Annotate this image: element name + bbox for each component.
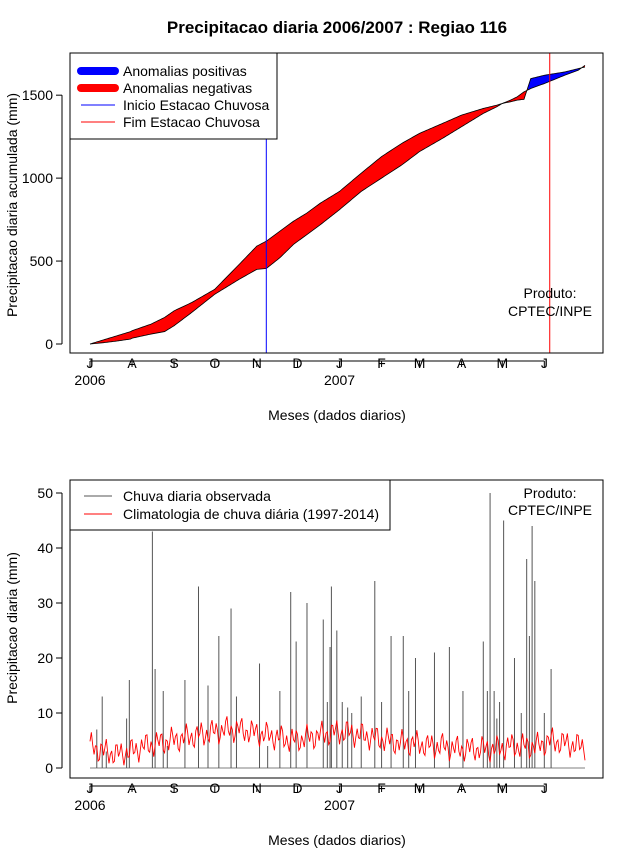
product-label-line1: Produto: [524, 285, 577, 301]
year-label: 2006 [74, 372, 105, 388]
y-axis-label: Precipitacao diaria (mm) [4, 552, 20, 704]
y-tick-label: 0 [45, 336, 53, 352]
x-tick-label: M [414, 355, 426, 371]
x-tick-label: D [292, 780, 302, 796]
x-tick-label: J [87, 355, 94, 371]
climatology-daily-line [89, 716, 586, 766]
legend-label: Inicio Estacao Chuvosa [123, 97, 270, 113]
y-tick-label: 30 [37, 595, 53, 611]
x-tick-label: A [127, 355, 137, 371]
product-label-line2: CPTEC/INPE [508, 502, 592, 518]
legend-label: Climatologia de chuva diária (1997-2014) [123, 506, 379, 522]
x-tick-label: J [541, 355, 548, 371]
x-tick-label: O [209, 780, 220, 796]
x-tick-label: S [169, 780, 178, 796]
y-tick-label: 40 [37, 540, 53, 556]
daily-precipitation-chart: 0 10 20 30 40 50 Precipitacao diaria (mm) J A S O N… [4, 479, 604, 848]
year-label: 2006 [74, 797, 105, 813]
x-tick-label: J [87, 780, 94, 796]
y-tick-label: 20 [37, 650, 53, 666]
x-tick-label: A [457, 355, 467, 371]
legend-label: Anomalias negativas [123, 80, 252, 96]
x-tick-label: O [209, 355, 220, 371]
x-tick-label: N [252, 355, 262, 371]
legend-box [69, 479, 391, 531]
x-tick-label: F [377, 355, 386, 371]
climatology-cumulative-line [89, 64, 586, 345]
figure-title: Precipitacao diaria 2006/2007 : Regiao 1… [167, 18, 507, 37]
negative-anomaly-region-1 [91, 103, 503, 344]
y-tick-label: 500 [30, 253, 54, 269]
plot-frame [69, 52, 604, 354]
year-label: 2007 [324, 797, 355, 813]
year-label: 2007 [324, 372, 355, 388]
x-tick-label: M [496, 780, 508, 796]
product-label-line1: Produto: [524, 485, 577, 501]
x-tick-label: N [252, 780, 262, 796]
legend-label: Fim Estacao Chuvosa [123, 114, 260, 130]
x-tick-label: J [336, 780, 343, 796]
x-axis-label: Meses (dados diarios) [268, 407, 406, 423]
x-tick-label: J [336, 355, 343, 371]
x-tick-label: F [377, 780, 386, 796]
product-label-line2: CPTEC/INPE [508, 303, 592, 319]
y-tick-label: 1500 [22, 87, 53, 103]
x-tick-label: J [541, 780, 548, 796]
negative-anomaly-region-3 [503, 86, 529, 104]
y-tick-label: 10 [37, 705, 53, 721]
x-tick-label: S [169, 355, 178, 371]
x-tick-label: M [414, 780, 426, 796]
x-tick-label: M [496, 355, 508, 371]
x-tick-label: A [457, 780, 467, 796]
y-tick-label: 1000 [22, 170, 53, 186]
x-axis-label: Meses (dados diarios) [268, 832, 406, 848]
y-tick-label: 50 [37, 485, 53, 501]
y-tick-label: 0 [45, 760, 53, 776]
x-tick-label: D [292, 355, 302, 371]
legend-label: Chuva diaria observada [123, 488, 271, 504]
x-tick-label: A [127, 780, 137, 796]
y-axis-label: Precipitacao diaria acumulada (mm) [4, 93, 20, 317]
legend-label: Anomalias positivas [123, 63, 247, 79]
